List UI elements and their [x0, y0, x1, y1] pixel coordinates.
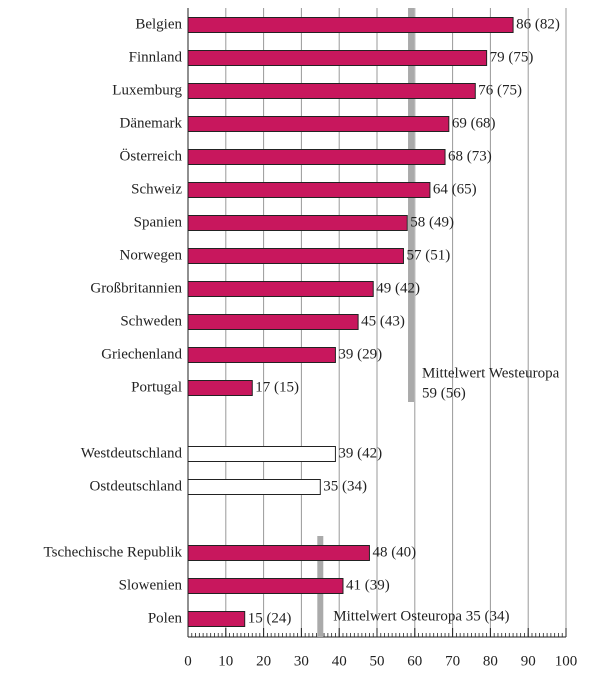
bar: [187, 479, 321, 495]
bar: [187, 545, 370, 561]
data-label: 39 (29): [338, 346, 382, 362]
y-tick-label: Belgien: [135, 16, 182, 32]
x-tick-label: 50: [370, 653, 385, 669]
data-label: 15 (24): [248, 610, 292, 626]
data-label: 86 (82): [516, 16, 560, 32]
y-tick-label: Norwegen: [120, 247, 183, 263]
y-tick-label: Polen: [148, 610, 183, 626]
x-tick-label: 90: [521, 653, 536, 669]
data-label: 49 (42): [376, 280, 420, 296]
x-tick-label: 10: [218, 653, 233, 669]
x-tick-label: 60: [407, 653, 422, 669]
y-tick-label: Portugal: [131, 379, 182, 395]
x-tick-label: 0: [184, 653, 192, 669]
bar: [187, 116, 450, 132]
y-tick-label: Westdeutschland: [81, 445, 183, 461]
y-tick-label: Spanien: [134, 214, 183, 230]
bar: [187, 248, 404, 264]
data-label: 17 (15): [255, 379, 299, 395]
y-tick-label: Tschechische Republik: [44, 544, 183, 560]
y-tick-label: Österreich: [120, 147, 183, 164]
bar: [187, 149, 446, 165]
x-tick-label: 30: [294, 653, 309, 669]
x-tick-label: 80: [483, 653, 498, 669]
bar: [187, 446, 336, 462]
y-tick-label: Schweden: [120, 313, 182, 329]
data-label: 35 (34): [323, 478, 367, 494]
bar: [187, 314, 359, 330]
bar: [187, 578, 344, 594]
reference-label: Mittelwert Osteuropa 35 (34): [333, 608, 509, 624]
data-label: 58 (49): [410, 214, 454, 230]
x-tick-label: 70: [445, 653, 460, 669]
data-label: 64 (65): [433, 181, 477, 197]
y-tick-label: Ostdeutschland: [90, 478, 183, 494]
y-tick-label: Schweiz: [131, 181, 182, 197]
reference-label: 59 (56): [422, 385, 466, 401]
data-label: 48 (40): [372, 544, 416, 560]
data-label: 69 (68): [452, 115, 496, 131]
bar: [187, 380, 253, 396]
bar: [187, 347, 336, 363]
bar: [187, 281, 374, 297]
y-tick-label: Luxemburg: [112, 82, 182, 98]
x-tick-label: 40: [332, 653, 347, 669]
x-tick-label: 20: [256, 653, 271, 669]
y-tick-label: Slowenien: [119, 577, 183, 593]
data-label: 76 (75): [478, 82, 522, 98]
data-label: 68 (73): [448, 148, 492, 164]
x-tick-label: 100: [555, 653, 578, 669]
y-tick-label: Großbritannien: [90, 280, 182, 296]
bar: [187, 215, 408, 231]
reference-label: Mittelwert Westeuropa: [422, 365, 560, 381]
bar: [187, 611, 246, 627]
data-label: 41 (39): [346, 577, 390, 593]
bar: [187, 182, 431, 198]
data-label: 57 (51): [406, 247, 450, 263]
y-tick-label: Finnland: [129, 49, 183, 65]
bar: [187, 83, 476, 99]
bar: [187, 17, 514, 33]
data-label: 45 (43): [361, 313, 405, 329]
y-tick-label: Griechenland: [101, 346, 182, 362]
data-label: 39 (42): [338, 445, 382, 461]
y-tick-label: Dänemark: [120, 115, 183, 131]
bar: [187, 50, 488, 66]
data-label: 79 (75): [490, 49, 534, 65]
